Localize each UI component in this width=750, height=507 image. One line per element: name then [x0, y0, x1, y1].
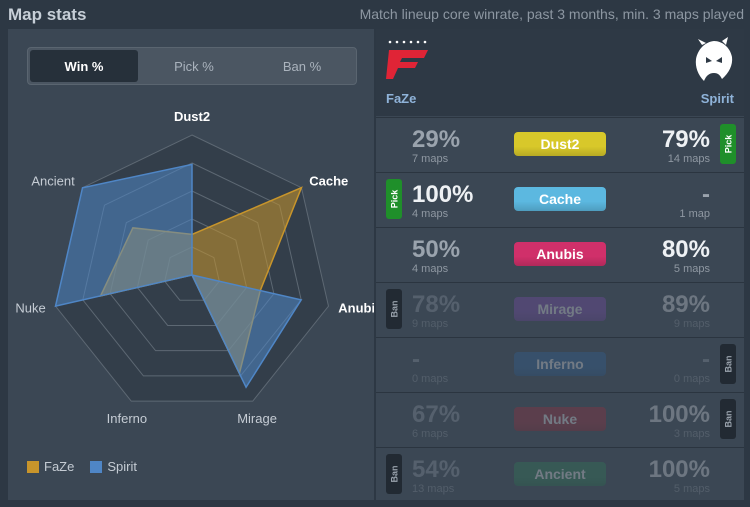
- radar-axis-label: Inferno: [107, 411, 147, 426]
- map-badge[interactable]: Nuke: [514, 407, 606, 431]
- left-winrate: 29%: [412, 126, 461, 153]
- left-winrate: -: [412, 346, 420, 373]
- radar-axis-label: Nuke: [15, 300, 45, 315]
- right-map-count: 5 maps: [673, 483, 710, 495]
- right-map-count: 0 maps: [673, 373, 710, 385]
- map-badge[interactable]: Ancient: [514, 462, 606, 486]
- radar-axis-label: Anubis: [338, 300, 374, 315]
- left-map-count: 6 maps: [412, 428, 449, 440]
- legend-label-faze: FaZe: [44, 459, 75, 474]
- right-tag-label: Ban: [723, 355, 734, 373]
- left-winrate: 54%: [412, 456, 461, 483]
- chart-legend: FaZe Spirit: [27, 459, 137, 474]
- radar-series-spirit[interactable]: [54, 163, 303, 389]
- team-header: FaZe Spirit: [376, 29, 744, 116]
- left-map-count: 9 maps: [412, 318, 449, 330]
- radar-axis-label: Ancient: [31, 173, 75, 188]
- legend-swatch-spirit: [90, 460, 103, 473]
- right-winrate: -: [702, 346, 710, 373]
- spirit-dragon-logo-icon: [695, 37, 733, 81]
- tab-ban[interactable]: Ban %: [282, 58, 322, 74]
- right-map-count: 1 map: [679, 208, 710, 220]
- map-badge[interactable]: Cache: [514, 187, 606, 211]
- radar-axis-label: Dust2: [174, 109, 210, 124]
- left-ban-tag: Ban: [386, 454, 402, 494]
- right-winrate: 100%: [648, 456, 710, 483]
- left-winrate: 100%: [412, 181, 474, 208]
- map-row-dust2[interactable]: 29% 7 maps Dust2 79% 14 maps Pick: [376, 117, 744, 171]
- legend-item-spirit[interactable]: Spirit: [90, 459, 137, 474]
- left-tag-label: Ban: [389, 300, 400, 318]
- radar-chart: Dust2 Cache Anubis Mirage Inferno Nuke Ancient: [15, 109, 374, 426]
- radar-panel: Win % Pick % Ban % Dust2 Cache Anubis Mirag…: [8, 29, 374, 500]
- right-map-count: 5 maps: [673, 263, 710, 275]
- right-map-count: 3 maps: [673, 428, 710, 440]
- faze-logo-icon: [386, 40, 428, 79]
- map-row-inferno[interactable]: -0 maps Inferno -0 maps Ban: [376, 337, 744, 391]
- left-pick-tag: Pick: [386, 179, 402, 219]
- radar-axis-label: Cache: [309, 173, 348, 188]
- map-table-panel: FaZe Spirit 29% 7 maps Dust2 79% 14 maps Pick…: [376, 29, 744, 500]
- team-name-faze[interactable]: FaZe: [386, 91, 417, 106]
- map-badge[interactable]: Inferno: [514, 352, 606, 376]
- legend-label-spirit: Spirit: [107, 459, 137, 474]
- right-ban-tag: Ban: [720, 344, 736, 384]
- page-title: Map stats: [8, 5, 87, 24]
- tab-pick[interactable]: Pick %: [174, 58, 214, 74]
- header-bar: Map stats Match lineup core winrate, pas…: [0, 0, 750, 29]
- right-winrate: 80%: [661, 236, 710, 263]
- left-winrate: 50%: [412, 236, 461, 263]
- map-badge[interactable]: Mirage: [514, 297, 606, 321]
- team-name-spirit[interactable]: Spirit: [700, 91, 734, 106]
- right-pick-tag: Pick: [720, 124, 736, 164]
- right-winrate: 79%: [661, 126, 710, 153]
- map-row-anubis[interactable]: 50% 4 maps Anubis 80% 5 maps: [376, 227, 744, 281]
- left-winrate: 78%: [412, 291, 461, 318]
- left-map-count: 0 maps: [412, 373, 449, 385]
- left-map-count: 4 maps: [412, 263, 449, 275]
- right-winrate: -: [702, 181, 710, 208]
- left-map-count: 4 maps: [412, 208, 449, 220]
- left-tag-label: Ban: [389, 465, 400, 483]
- legend-swatch-faze: [27, 460, 39, 473]
- left-ban-tag: Ban: [386, 289, 402, 329]
- map-row-cache[interactable]: Pick 100% 4 maps Cache -1 map: [376, 172, 744, 226]
- left-tag-label: Pick: [389, 189, 400, 209]
- map-row-ancient[interactable]: Ban 54% 13 maps Ancient 100% 5 maps: [376, 447, 744, 501]
- tab-win[interactable]: Win %: [30, 50, 138, 82]
- page-subtitle: Match lineup core winrate, past 3 months…: [359, 6, 744, 22]
- right-map-count: 9 maps: [673, 318, 710, 330]
- right-tag-label: Pick: [723, 134, 734, 154]
- legend-item-faze[interactable]: FaZe: [27, 459, 74, 474]
- right-tag-label: Ban: [723, 410, 734, 428]
- map-badge[interactable]: Anubis: [514, 242, 606, 266]
- right-map-count: 14 maps: [667, 153, 710, 165]
- map-row-nuke[interactable]: 67% 6 maps Nuke 100% 3 maps Ban: [376, 392, 744, 446]
- left-winrate: 67%: [412, 401, 461, 428]
- radar-axis-label: Mirage: [237, 411, 277, 426]
- left-map-count: 7 maps: [412, 153, 449, 165]
- stat-tabs: Win % Pick % Ban %: [27, 47, 357, 85]
- right-ban-tag: Ban: [720, 399, 736, 439]
- map-row-mirage[interactable]: Ban 78% 9 maps Mirage 89% 9 maps: [376, 282, 744, 336]
- right-winrate: 89%: [661, 291, 710, 318]
- right-winrate: 100%: [648, 401, 710, 428]
- left-map-count: 13 maps: [412, 483, 455, 495]
- map-badge[interactable]: Dust2: [514, 132, 606, 156]
